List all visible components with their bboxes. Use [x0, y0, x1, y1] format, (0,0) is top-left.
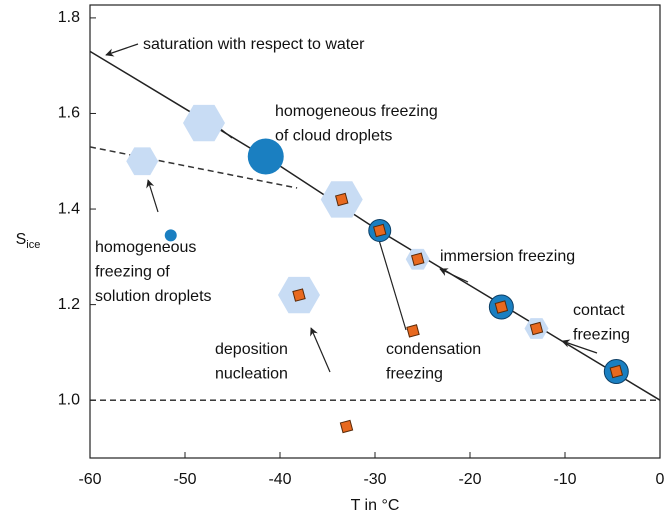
aerosol-particle	[292, 288, 306, 302]
leader	[146, 179, 159, 213]
annotation: immersion freezing	[440, 248, 575, 265]
leader	[378, 239, 407, 331]
annotation: contact	[573, 302, 625, 319]
leader	[561, 339, 598, 354]
y-axis-label-main: S	[16, 231, 27, 248]
y-tick-label: 1.0	[58, 391, 80, 408]
annotation: deposition	[215, 341, 288, 358]
annotation: of cloud droplets	[275, 128, 392, 145]
leader	[310, 327, 331, 373]
annotation: condensation	[386, 341, 481, 358]
aerosol-particle	[373, 223, 387, 238]
annotation: freezing of	[95, 264, 170, 281]
y-tick-label: 1.8	[58, 9, 80, 26]
aerosol-particle	[609, 364, 624, 379]
x-tick-label: 0	[656, 471, 665, 488]
aerosol-particle	[335, 192, 349, 207]
aerosol-particle	[339, 419, 354, 434]
solution-line	[89, 146, 298, 189]
droplet	[164, 229, 177, 242]
ice-crystal	[126, 147, 159, 176]
aerosol-particle	[411, 252, 425, 266]
droplet	[247, 138, 284, 175]
annotation: homogeneous freezing	[275, 103, 438, 120]
annotation: freezing	[573, 327, 630, 344]
y-axis-label-sub: ice	[26, 239, 40, 251]
x-tick-label: -50	[173, 471, 196, 488]
annotation: nucleation	[215, 366, 288, 383]
annotation: freezing	[386, 366, 443, 383]
x-tick-label: -40	[268, 471, 291, 488]
aerosol-particle	[529, 321, 544, 336]
annotation: homogeneous	[95, 239, 196, 256]
annotation: saturation with respect to water	[143, 36, 365, 53]
y-tick-label: 1.4	[58, 200, 80, 217]
annotation: solution droplets	[95, 288, 212, 305]
leader	[105, 43, 139, 57]
y-tick-label: 1.2	[58, 296, 80, 313]
x-tick-label: -20	[458, 471, 481, 488]
ice-crystal	[183, 104, 225, 142]
x-tick-label: -60	[78, 471, 101, 488]
y-axis-label: Sice	[16, 231, 41, 251]
y-tick-label: 1.6	[58, 105, 80, 122]
aerosol-particle	[494, 300, 509, 314]
x-axis-label: T in °C	[351, 497, 400, 514]
x-tick-label: -10	[553, 471, 576, 488]
aerosol-particle	[406, 324, 420, 338]
x-tick-label: -30	[363, 471, 386, 488]
